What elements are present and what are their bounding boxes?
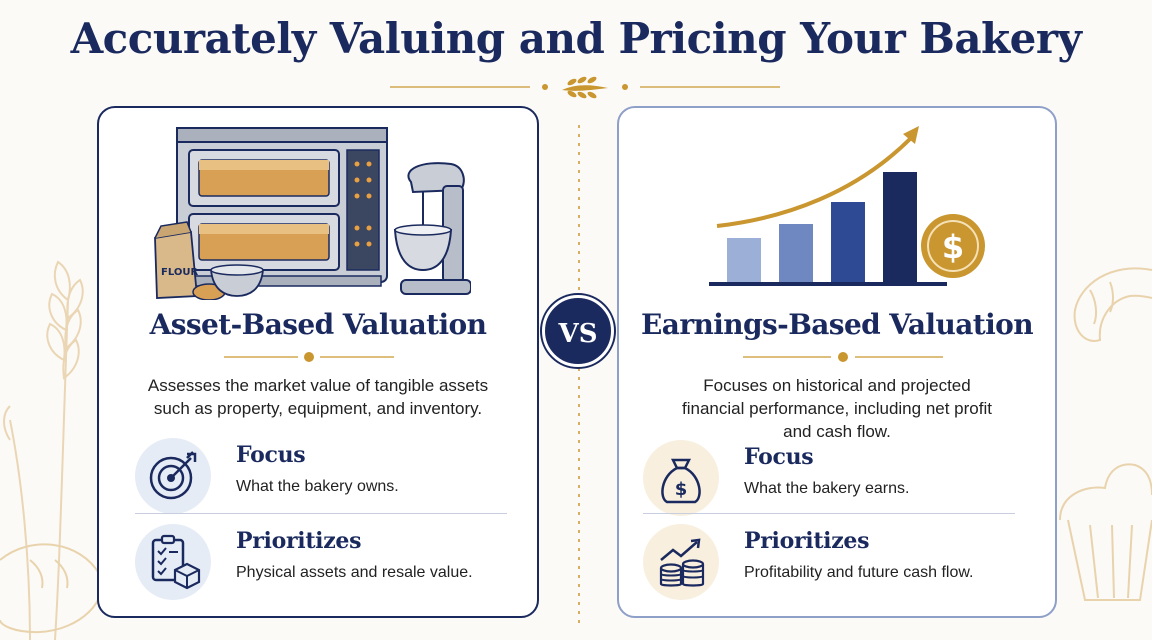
- asset-prioritizes-item: Prioritizes Physical assets and resale v…: [99, 520, 537, 600]
- flour-bag-label: FLOUR: [161, 267, 198, 278]
- asset-based-description: Assesses the market value of tangible as…: [147, 376, 489, 418]
- target-icon: [135, 438, 211, 514]
- earnings-based-description: Focuses on historical and projected fina…: [682, 376, 992, 441]
- asset-prioritizes-label: Prioritizes: [236, 528, 362, 554]
- asset-heading-ornament: [224, 352, 394, 362]
- earnings-prioritizes-label: Prioritizes: [744, 528, 870, 554]
- earnings-prioritizes-text: Profitability and future cash flow.: [744, 564, 974, 581]
- earnings-based-card: $ Earnings-Based Valuation Focuses on hi…: [617, 106, 1057, 618]
- earnings-based-heading: Earnings-Based Valuation: [641, 308, 1034, 341]
- coins-growth-icon: [643, 524, 719, 600]
- asset-prioritizes-text: Physical assets and resale value.: [236, 564, 473, 581]
- croissant-decoration: [1073, 267, 1152, 342]
- asset-focus-label: Focus: [236, 442, 306, 468]
- earnings-heading-ornament: [743, 352, 943, 362]
- asset-based-heading: Asset-Based Valuation: [149, 308, 487, 341]
- asset-item-divider: [135, 513, 507, 514]
- svg-text:$: $: [675, 479, 688, 500]
- asset-based-card: FLOUR Asset-Based Valuation Assesses the…: [97, 106, 539, 618]
- earnings-focus-text: What the bakery earns.: [744, 480, 910, 497]
- bread-loaf-decoration: [0, 543, 103, 634]
- page-title: Accurately Valuing and Pricing Your Bake…: [70, 14, 1082, 63]
- coin-dollar-symbol: $: [942, 228, 964, 266]
- wheat-stalk-decoration: [3, 260, 84, 640]
- title-wheat-ornament: [390, 76, 780, 99]
- checklist-box-icon: [135, 524, 211, 600]
- growth-chart-illustration: $: [709, 126, 985, 286]
- cupcake-decoration: [1059, 463, 1152, 601]
- earnings-prioritizes-item: Prioritizes Profitability and future cas…: [619, 520, 1055, 600]
- oven-mixer-illustration: FLOUR: [154, 127, 471, 300]
- asset-focus-item: Focus What the bakery owns.: [99, 434, 537, 514]
- earnings-focus-item: $ Focus What the bakery earns.: [619, 436, 1055, 516]
- asset-focus-text: What the bakery owns.: [236, 478, 399, 495]
- money-bag-icon: $: [643, 440, 719, 516]
- center-divider-line: [578, 125, 580, 625]
- earnings-focus-label: Focus: [744, 444, 814, 470]
- earnings-item-divider: [643, 513, 1015, 514]
- vs-badge: VS: [542, 295, 614, 367]
